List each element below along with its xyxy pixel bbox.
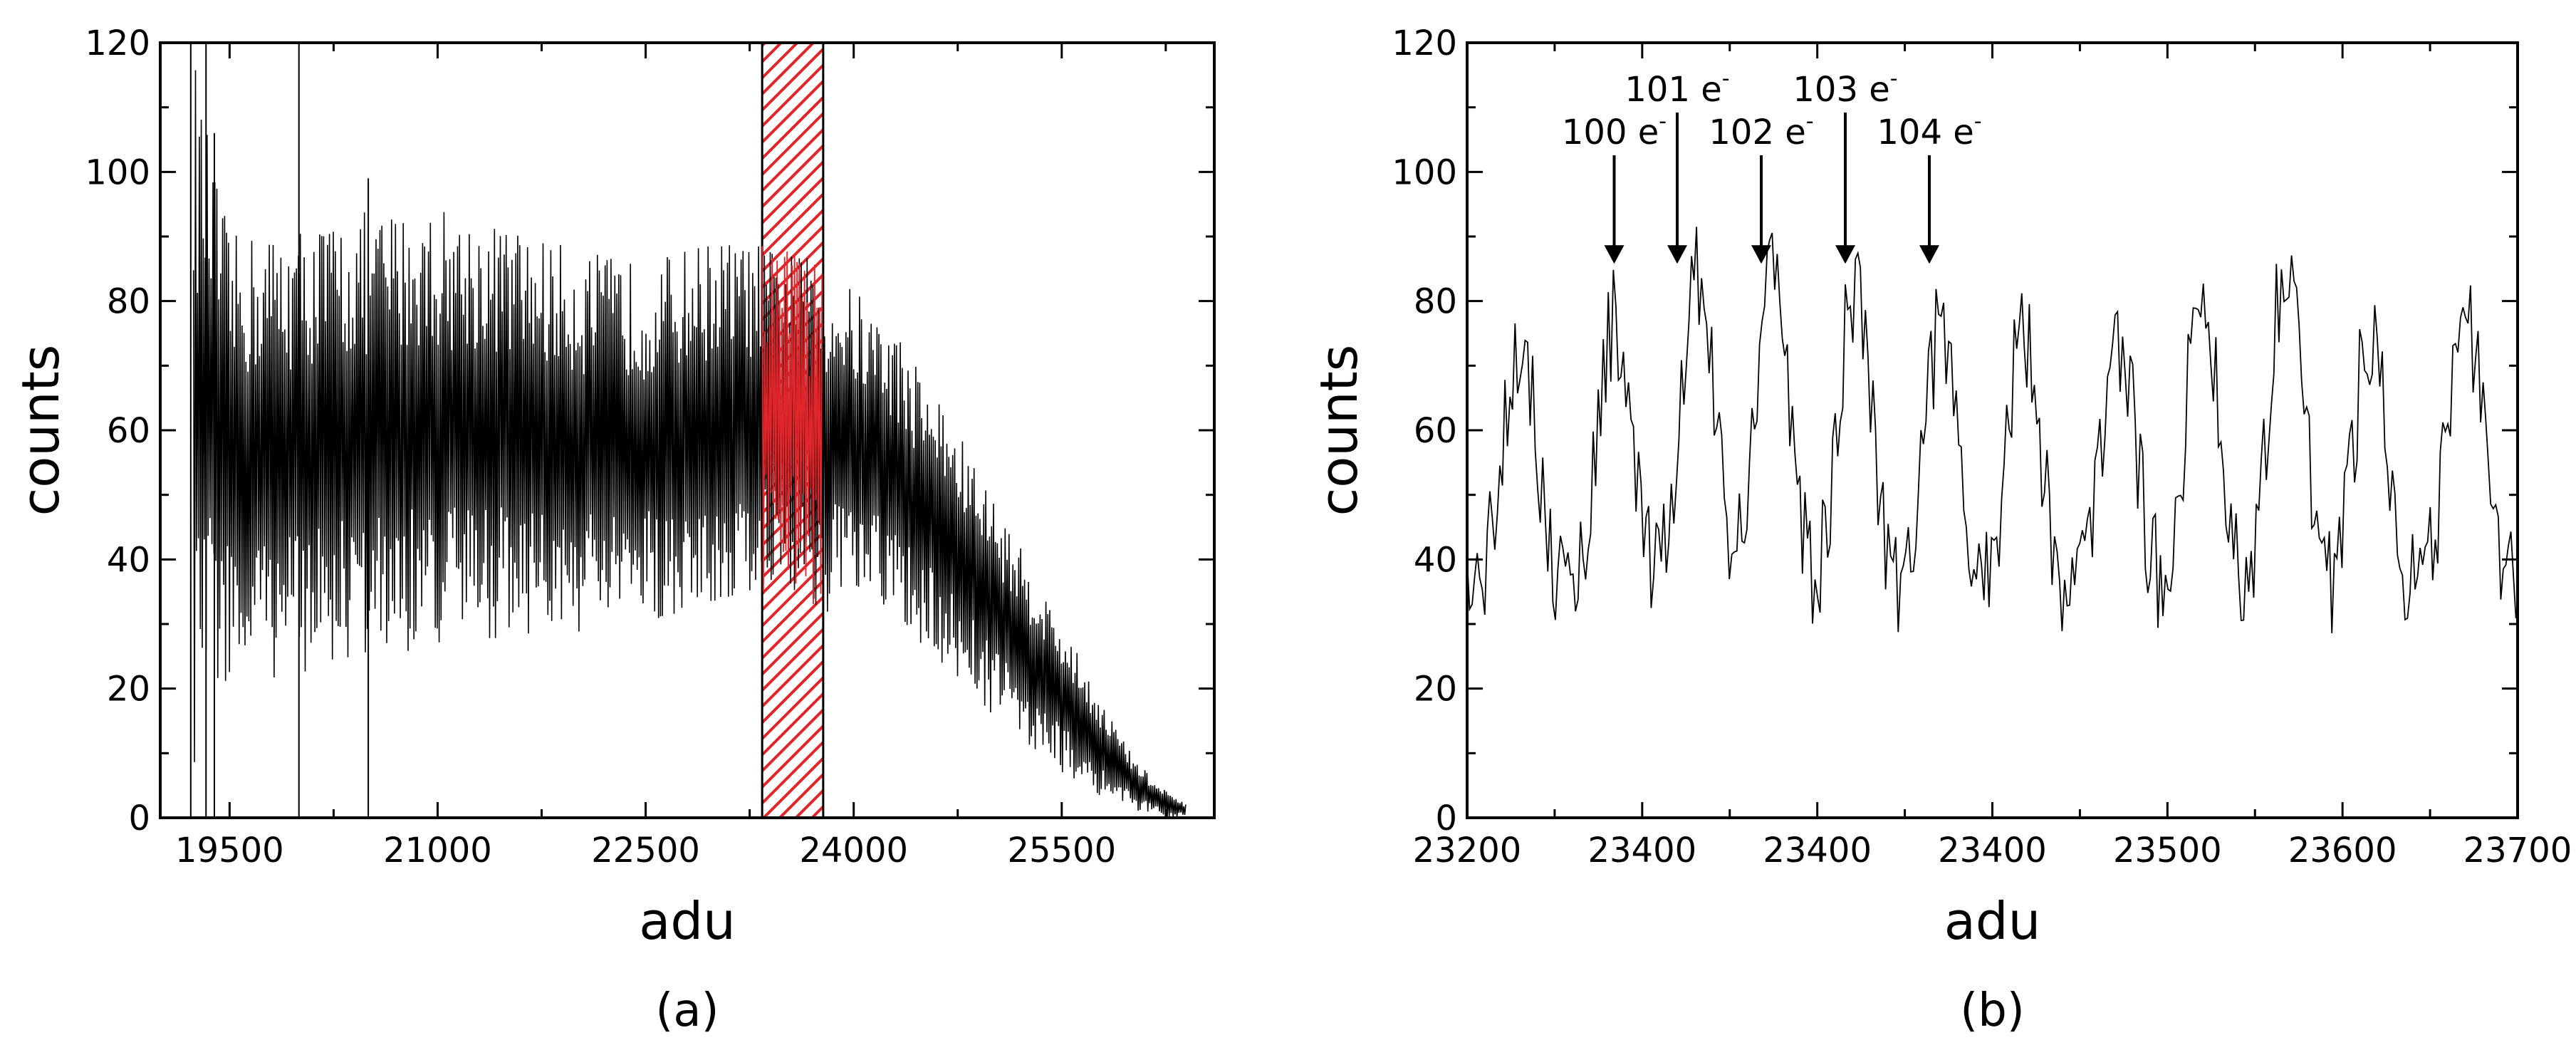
x-tick-label: 23700	[2463, 831, 2572, 870]
panel-b-label: (b)	[1960, 984, 2025, 1037]
annotation-label: 102 e-	[1709, 109, 1813, 152]
panel-b-annotations: 100 e-101 e-102 e-103 e-104 e-	[1562, 66, 1982, 264]
panel-b-x-axis-title: adu	[1944, 891, 2040, 951]
panel-a-y-axis-title: counts	[11, 345, 71, 516]
panel-b-data	[1466, 227, 2517, 633]
x-tick-label: 22500	[591, 831, 700, 870]
y-tick-label: 80	[107, 282, 150, 322]
panel-a-data	[189, 43, 1187, 818]
annotation-101: 101 e-	[1625, 66, 1730, 264]
y-tick-label: 100	[85, 152, 150, 192]
y-tick-label: 0	[1435, 799, 1457, 838]
x-tick-label: 23600	[2288, 831, 2397, 870]
x-tick-label: 23500	[2113, 831, 2222, 870]
histogram-trace	[1466, 227, 2517, 633]
y-tick-label: 20	[107, 670, 150, 709]
x-tick-label: 21000	[383, 831, 492, 870]
y-tick-label: 120	[85, 24, 150, 63]
panel-a-label: (a)	[655, 984, 719, 1037]
annotation-label: 104 e-	[1877, 109, 1981, 152]
panel-b-ticks: 0 20 40 60 80 100 120 23200 23400 23400 23400 23500…	[1392, 24, 2572, 870]
y-tick-label: 0	[128, 799, 150, 838]
panel-a-x-axis-title: adu	[639, 891, 735, 951]
x-tick-label: 24000	[799, 831, 908, 870]
annotation-103: 103 e-	[1793, 66, 1898, 264]
arrow-head-icon	[1604, 245, 1625, 264]
x-tick-label: 23400	[1763, 831, 1872, 870]
y-tick-label: 40	[1414, 540, 1457, 580]
y-tick-label: 100	[1392, 152, 1457, 192]
y-tick-label: 80	[1414, 282, 1457, 322]
y-tick-label: 20	[1414, 670, 1457, 709]
panel-a-ticks: 0 20 40 60 80 100 120 19500 21000 22500 24000 25500	[85, 24, 1214, 870]
annotation-label: 103 e-	[1793, 66, 1897, 110]
annotation-label: 101 e-	[1625, 66, 1729, 110]
panel-b-y-axis-title: counts	[1309, 345, 1369, 516]
arrow-head-icon	[1919, 245, 1939, 264]
annotation-superscript: -	[1890, 66, 1898, 91]
annotation-104: 104 e-	[1877, 109, 1982, 264]
annotation-superscript: -	[1806, 109, 1814, 134]
arrow-head-icon	[1667, 245, 1687, 264]
x-tick-label: 23400	[1938, 831, 2047, 870]
y-tick-label: 60	[1414, 411, 1457, 451]
panel-b-plot-frame	[1466, 41, 2519, 819]
arrow-head-icon	[1835, 245, 1855, 264]
x-tick-label: 23200	[1413, 831, 1522, 870]
annotation-102: 102 e-	[1709, 109, 1814, 264]
annotation-superscript: -	[1722, 66, 1730, 91]
y-tick-label: 40	[107, 540, 150, 580]
annotation-100: 100 e-	[1562, 109, 1667, 264]
y-tick-label: 60	[107, 411, 150, 451]
histogram-trace	[192, 70, 1187, 818]
x-tick-label: 23400	[1587, 831, 1696, 870]
arrow-head-icon	[1751, 245, 1771, 264]
highlight-trace	[761, 246, 823, 605]
annotation-superscript: -	[1659, 109, 1667, 134]
x-tick-label: 25500	[1007, 831, 1116, 870]
y-tick-label: 120	[1392, 24, 1457, 63]
annotation-label: 100 e-	[1562, 109, 1667, 152]
x-tick-label: 19500	[175, 831, 284, 870]
panel-b: 0 20 40 60 80 100 120 23200 23400 23400 23400 23500…	[1309, 24, 2572, 1037]
annotation-superscript: -	[1974, 109, 1982, 134]
panel-a: 0 20 40 60 80 100 120 19500 21000 22500 24000 25500…	[11, 24, 1216, 1037]
